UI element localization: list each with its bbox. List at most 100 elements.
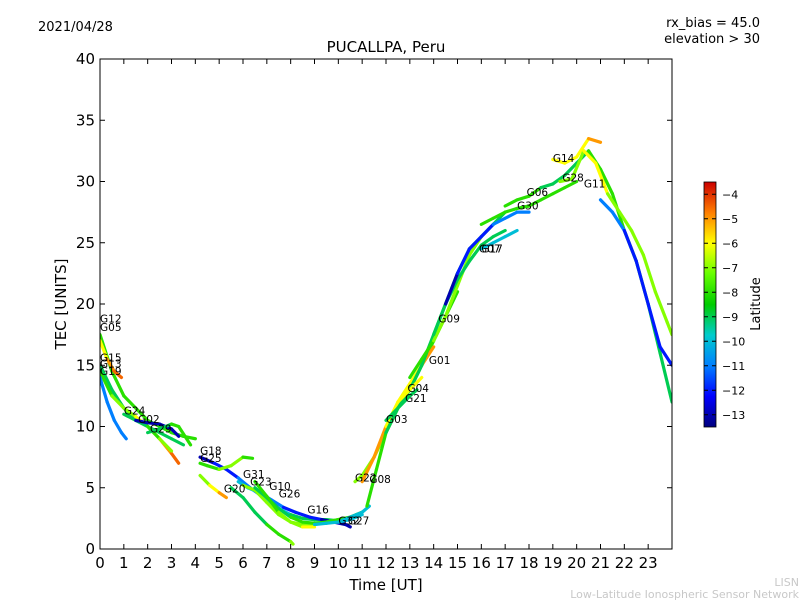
series-segment	[622, 228, 638, 263]
series-segment	[558, 177, 574, 184]
series-segment	[229, 486, 245, 500]
series-label-g19: G19	[100, 366, 122, 378]
x-tick-label: 15	[448, 554, 467, 572]
series-segment	[629, 228, 646, 257]
series-segment	[384, 406, 400, 422]
series-segment	[563, 161, 579, 177]
colorbar-tick-label: −9	[722, 311, 738, 324]
x-tick-label: 20	[567, 554, 586, 572]
series-segment	[157, 431, 174, 441]
series-segment	[420, 339, 436, 361]
series-segment	[653, 290, 669, 324]
x-tick-label: 13	[400, 554, 419, 572]
series-segment	[289, 540, 295, 546]
x-tick-label: 18	[519, 554, 538, 572]
series-segment	[253, 488, 269, 505]
series-segment	[575, 137, 591, 159]
y-tick-label: 35	[76, 111, 95, 129]
x-tick-label: 21	[591, 554, 610, 572]
colorbar-tick-label: −10	[722, 335, 745, 348]
series-segment	[491, 228, 507, 239]
series-segment	[157, 422, 174, 431]
date-label: 2021/04/28	[38, 20, 113, 35]
series-segment	[270, 498, 286, 509]
series-segment	[289, 520, 305, 529]
x-tick-label: 2	[143, 554, 153, 572]
series-segment	[122, 406, 138, 419]
series-segment	[582, 149, 598, 165]
series-segment	[586, 137, 603, 144]
series-segment	[110, 394, 126, 410]
series-g29	[146, 422, 193, 447]
series-label-g04: G04	[407, 383, 429, 395]
series-g17	[479, 228, 519, 251]
series-label-g05: G05	[100, 322, 122, 334]
series-label-g24: G24	[124, 405, 146, 417]
series-segment	[134, 418, 150, 425]
series-segment	[443, 284, 460, 318]
y-tick-label: 20	[76, 295, 95, 313]
series-g28	[558, 149, 672, 337]
series-segment	[253, 510, 269, 527]
series-segment	[408, 357, 424, 380]
series-segment	[198, 473, 212, 487]
series-segment	[112, 369, 124, 380]
series-segment	[527, 186, 543, 198]
series-label-g22: G22	[355, 473, 377, 485]
series-segment	[253, 480, 269, 498]
x-tick-label: 16	[472, 554, 491, 572]
colorbar-tick-label: −13	[722, 409, 745, 422]
series-segment	[277, 532, 293, 544]
y-tick-label: 0	[85, 540, 95, 558]
y-tick-label: 15	[76, 356, 95, 374]
series-segment	[374, 431, 388, 471]
series-g19	[100, 375, 128, 441]
series-g14	[551, 137, 603, 165]
series-label-g27: G27	[348, 516, 370, 528]
series-segment	[515, 194, 531, 202]
x-tick-label: 10	[329, 554, 348, 572]
series-segment	[408, 375, 424, 392]
series-segment	[122, 394, 138, 410]
x-tick-label: 9	[310, 554, 320, 572]
series-label-g16: G16	[307, 504, 329, 516]
chart-title: PUCALLPA, Peru	[327, 38, 446, 56]
series-segment	[146, 421, 162, 426]
series-segment	[658, 345, 672, 367]
series-segment	[563, 155, 579, 165]
series-label-g17: G17	[481, 244, 503, 256]
series-segment	[610, 210, 626, 233]
series-segment	[112, 418, 124, 435]
series-label-g14: G14	[553, 153, 575, 165]
series-g21	[384, 388, 419, 422]
credit-long: Low-Latitude Ionospheric Sensor Network	[570, 588, 799, 600]
series-label-g21: G21	[405, 393, 427, 405]
series-segment	[503, 228, 519, 239]
series-segment	[100, 375, 109, 404]
series-segment	[110, 369, 126, 398]
x-tick-label: 23	[639, 554, 658, 572]
series-segment	[503, 198, 519, 208]
series-segment	[134, 406, 150, 422]
series-segment	[100, 363, 114, 392]
credit-short: LISN	[774, 576, 799, 589]
series-label-g02: G02	[138, 414, 160, 426]
x-tick-label: 11	[353, 554, 372, 572]
series-g26	[229, 486, 295, 546]
colorbar-tick-label: −4	[722, 188, 738, 201]
series-label-g09: G09	[438, 313, 460, 325]
series-segment	[300, 520, 317, 525]
series-segment	[289, 515, 305, 524]
series-label-g18: G18	[200, 446, 222, 458]
series-segment	[277, 510, 293, 524]
colorbar-tick-label: −7	[722, 262, 738, 275]
series-segment	[443, 271, 460, 306]
series-label-g11: G11	[584, 179, 606, 191]
series-segment	[324, 520, 340, 525]
series-segment	[598, 198, 615, 214]
series-g20	[198, 473, 228, 500]
x-tick-label: 6	[238, 554, 248, 572]
series-segment	[503, 206, 519, 214]
series-label-g12: G12	[100, 313, 122, 325]
